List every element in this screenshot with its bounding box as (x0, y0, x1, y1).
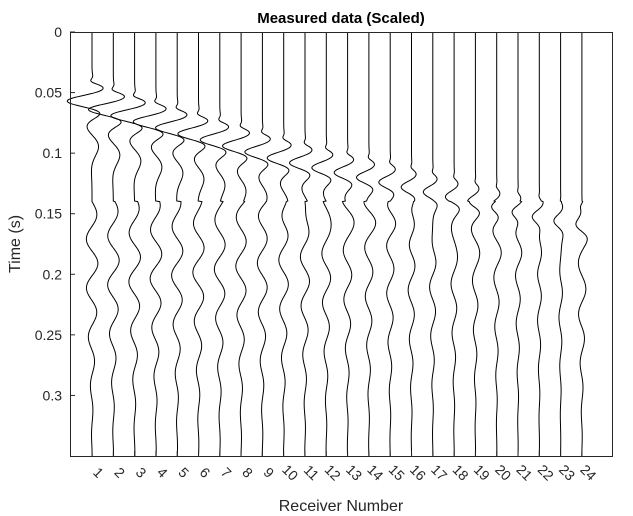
x-tick-label: 23 (556, 461, 578, 483)
x-tick-label: 5 (175, 464, 192, 481)
x-tick-label: 22 (535, 461, 557, 483)
y-tick-label: 0.25 (35, 327, 62, 343)
trace-receiver-15 (378, 32, 397, 457)
x-axis-label: Receiver Number (279, 498, 404, 515)
x-tick-label: 3 (133, 464, 150, 481)
trace-receiver-12 (311, 32, 334, 457)
y-tick-label: 0 (54, 24, 62, 40)
trace-receiver-5 (155, 32, 188, 457)
trace-receiver-16 (400, 32, 417, 457)
trace-receiver-6 (177, 32, 209, 457)
y-axis-label: Time (s) (7, 215, 24, 273)
trace-receiver-23 (553, 32, 564, 456)
x-tick-label: 1 (90, 464, 107, 481)
y-tick-label: 0.15 (35, 206, 62, 222)
trace-receiver-1 (66, 32, 104, 456)
trace-receiver-4 (132, 32, 167, 457)
x-tick-label: 16 (407, 461, 429, 483)
x-tick-label: 4 (154, 464, 171, 481)
x-tick-label: 13 (343, 461, 365, 483)
trace-receiver-20 (491, 32, 502, 457)
trace-receiver-7 (199, 32, 230, 457)
y-tick-label: 0.2 (43, 266, 63, 282)
axes-box (70, 32, 613, 457)
trace-receiver-3 (110, 32, 146, 456)
trace-receiver-21 (511, 32, 523, 457)
trace-receiver-8 (222, 32, 250, 457)
x-tick-label: 19 (471, 461, 493, 483)
trace-receiver-10 (266, 32, 292, 456)
x-tick-label: 2 (111, 464, 128, 481)
trace-receiver-13 (333, 32, 355, 457)
x-tick-label: 18 (449, 461, 471, 483)
trace-receiver-2 (88, 32, 125, 456)
x-tick-label: 9 (261, 464, 278, 481)
trace-group (66, 32, 588, 457)
trace-receiver-14 (356, 32, 377, 457)
x-tick-label: 7 (218, 464, 235, 481)
trace-receiver-17 (422, 32, 438, 456)
x-tick-label: 17 (428, 461, 450, 483)
trace-receiver-18 (444, 32, 460, 456)
trace-receiver-22 (531, 32, 544, 457)
trace-receiver-11 (289, 32, 313, 457)
x-tick-label: 14 (364, 461, 386, 483)
y-tick-label: 0.3 (43, 387, 63, 403)
x-tick-label: 21 (513, 461, 535, 483)
trace-receiver-24 (575, 32, 588, 457)
y-tick-label: 0.1 (43, 145, 63, 161)
trace-receiver-19 (466, 32, 481, 457)
y-axis: 0 0.05 0.1 0.15 0.2 0.25 0.3 (35, 24, 75, 403)
trace-receiver-9 (244, 32, 271, 456)
x-tick-label: 11 (301, 462, 323, 484)
chart-title: Measured data (Scaled) (257, 10, 425, 27)
x-tick-label: 10 (279, 461, 301, 483)
x-tick-label: 6 (197, 464, 214, 481)
x-tick-label: 20 (492, 461, 514, 483)
x-tick-label: 24 (577, 461, 599, 483)
x-tick-label: 12 (322, 461, 344, 483)
y-tick-label: 0.05 (35, 85, 62, 101)
x-tick-label: 15 (386, 461, 408, 483)
x-tick-label: 8 (239, 464, 256, 481)
